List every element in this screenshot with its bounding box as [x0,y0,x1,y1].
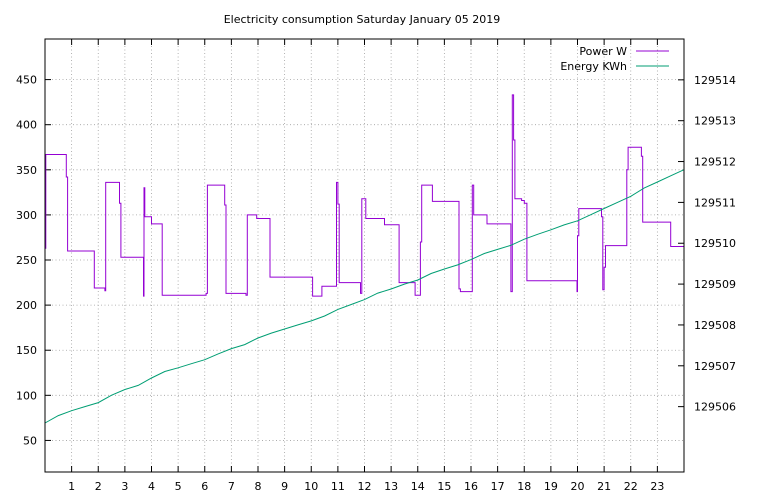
y-tick-label: 450 [16,74,37,87]
y-tick-label: 400 [16,119,37,132]
chart-title: Electricity consumption Saturday January… [224,13,501,26]
power-wseries-line [45,94,684,297]
y-tick-label: 200 [16,299,37,312]
plot-frame [44,38,685,473]
x-tick-label: 16 [464,480,478,493]
x-tick-label: 7 [228,480,235,493]
x-tick-label: 8 [255,480,262,493]
y2-tick-label: 129506 [694,401,736,414]
y-tick-label: 300 [16,209,37,222]
y2-tick-label: 129508 [694,319,736,332]
y-tick-label: 350 [16,164,37,177]
x-tick-label: 20 [571,480,585,493]
x-tick-label: 14 [411,480,425,493]
x-tick-label: 4 [148,480,155,493]
x-tick-label: 2 [95,480,102,493]
x-tick-label: 19 [544,480,558,493]
y-tick-label: 50 [23,434,37,447]
legend-label: Power W [579,45,627,58]
x-tick-label: 6 [201,480,208,493]
legend: Power W Energy KWh [560,45,669,73]
x-tick-label: 18 [517,480,531,493]
x-tick-label: 5 [175,480,182,493]
y2-tick-label: 129507 [694,360,736,373]
x-tick-label: 10 [304,480,318,493]
y-tick-label: 150 [16,344,37,357]
x-tick-label: 13 [384,480,398,493]
grid [45,39,684,472]
x-tick-label: 21 [597,480,611,493]
x-tick-label: 17 [491,480,505,493]
series-layer [44,94,685,424]
x-tick-label: 1 [68,480,75,493]
y2-tick-label: 129511 [694,196,736,209]
x-tick-label: 11 [331,480,345,493]
y2-tick-label: 129510 [694,237,736,250]
x-tick-label: 9 [281,480,288,493]
y-tick-label: 250 [16,254,37,267]
x-tick-label: 22 [624,480,638,493]
legend-label: Energy KWh [560,60,627,73]
y2-tick-label: 129514 [694,74,736,87]
x-tick-label: 3 [121,480,128,493]
x-tick-label: 12 [358,480,372,493]
axis-ticks: 1 2 3 4 5 6 7 8 9 10 11 12 13 14 15 16 17 18 19 20 21 22 23501… [16,39,736,493]
y2-tick-label: 129512 [694,156,736,169]
energy-kwhseries-line [44,169,685,424]
y-tick-label: 100 [16,389,37,402]
y2-tick-label: 129509 [694,278,736,291]
x-tick-label: 15 [437,480,451,493]
x-tick-label: 23 [650,480,664,493]
y2-tick-label: 129513 [694,115,736,128]
